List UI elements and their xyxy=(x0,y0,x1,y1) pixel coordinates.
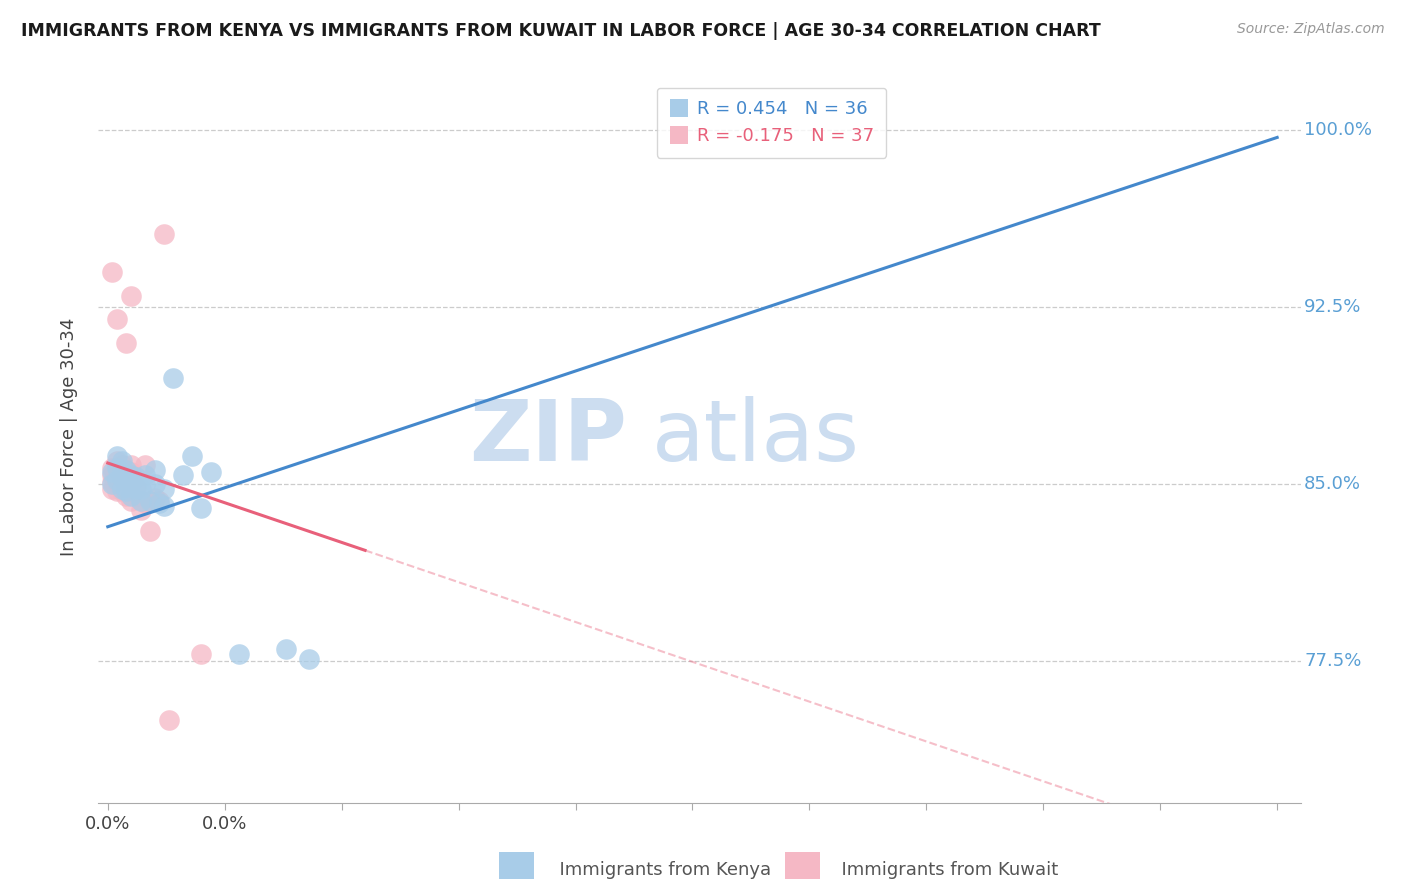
Point xyxy=(120,467,142,482)
Text: 92.5%: 92.5% xyxy=(1305,298,1361,317)
Point xyxy=(190,647,212,661)
Point xyxy=(148,496,170,510)
Point xyxy=(111,466,134,480)
Point xyxy=(101,475,124,489)
Point xyxy=(115,480,138,494)
Y-axis label: In Labor Force | Age 30-34: In Labor Force | Age 30-34 xyxy=(59,318,77,557)
Point xyxy=(105,449,128,463)
Point xyxy=(181,449,204,463)
Point xyxy=(105,453,128,467)
Text: Immigrants from Kenya: Immigrants from Kenya xyxy=(548,861,772,879)
Point xyxy=(190,500,212,515)
Point xyxy=(172,467,194,482)
Point xyxy=(111,470,134,484)
Point xyxy=(101,482,124,496)
Point xyxy=(101,265,124,279)
Point xyxy=(120,484,142,499)
Point xyxy=(111,482,134,496)
Point xyxy=(134,458,156,473)
Point xyxy=(115,470,138,484)
Point xyxy=(143,463,166,477)
Point xyxy=(153,482,176,496)
Point xyxy=(105,460,128,475)
Point xyxy=(139,493,162,508)
Point xyxy=(115,480,138,494)
Point xyxy=(162,371,184,385)
Point xyxy=(105,312,128,326)
Point xyxy=(120,466,142,480)
Point xyxy=(129,482,152,496)
Point xyxy=(143,491,166,506)
Text: 85.0%: 85.0% xyxy=(1305,475,1361,493)
Point xyxy=(115,484,138,499)
Point xyxy=(111,467,134,482)
Point xyxy=(105,475,128,489)
Point xyxy=(105,467,128,482)
Point xyxy=(148,493,170,508)
Point xyxy=(134,496,156,510)
Legend: R = 0.454   N = 36, R = -0.175   N = 37: R = 0.454 N = 36, R = -0.175 N = 37 xyxy=(657,87,886,158)
Point xyxy=(200,466,222,480)
Text: 77.5%: 77.5% xyxy=(1305,652,1361,670)
Text: ZIP: ZIP xyxy=(470,395,627,479)
Point xyxy=(120,475,142,489)
Point xyxy=(157,713,180,727)
Text: 100.0%: 100.0% xyxy=(1305,121,1372,139)
Point xyxy=(134,477,156,491)
Text: IMMIGRANTS FROM KENYA VS IMMIGRANTS FROM KUWAIT IN LABOR FORCE | AGE 30-34 CORRE: IMMIGRANTS FROM KENYA VS IMMIGRANTS FROM… xyxy=(21,22,1101,40)
Point xyxy=(120,288,142,302)
Point xyxy=(105,460,128,475)
Point xyxy=(115,463,138,477)
Point xyxy=(139,493,162,508)
Point xyxy=(111,453,134,467)
Point xyxy=(153,499,176,513)
Text: atlas: atlas xyxy=(651,395,859,479)
Point xyxy=(274,642,297,657)
Point xyxy=(111,484,134,499)
Point xyxy=(129,503,152,517)
Point xyxy=(143,477,166,491)
Point xyxy=(115,489,138,503)
Text: Immigrants from Kuwait: Immigrants from Kuwait xyxy=(830,861,1057,879)
Text: Source: ZipAtlas.com: Source: ZipAtlas.com xyxy=(1237,22,1385,37)
Point xyxy=(115,335,138,350)
Point xyxy=(228,647,250,661)
Point xyxy=(129,493,152,508)
Point xyxy=(115,470,138,484)
Point xyxy=(120,489,142,503)
Point xyxy=(120,458,142,473)
Point xyxy=(153,227,176,242)
Point xyxy=(125,470,148,484)
Point xyxy=(101,466,124,480)
Point xyxy=(101,460,124,475)
Point xyxy=(105,473,128,487)
Point xyxy=(105,484,128,499)
Point xyxy=(134,467,156,482)
Point xyxy=(125,482,148,496)
Point xyxy=(111,475,134,489)
Point xyxy=(101,477,124,491)
Point xyxy=(125,480,148,494)
Point xyxy=(120,475,142,489)
Point xyxy=(101,467,124,482)
Point xyxy=(139,524,162,539)
Point xyxy=(298,652,321,666)
Point xyxy=(120,493,142,508)
Point xyxy=(111,458,134,473)
Point xyxy=(125,489,148,503)
